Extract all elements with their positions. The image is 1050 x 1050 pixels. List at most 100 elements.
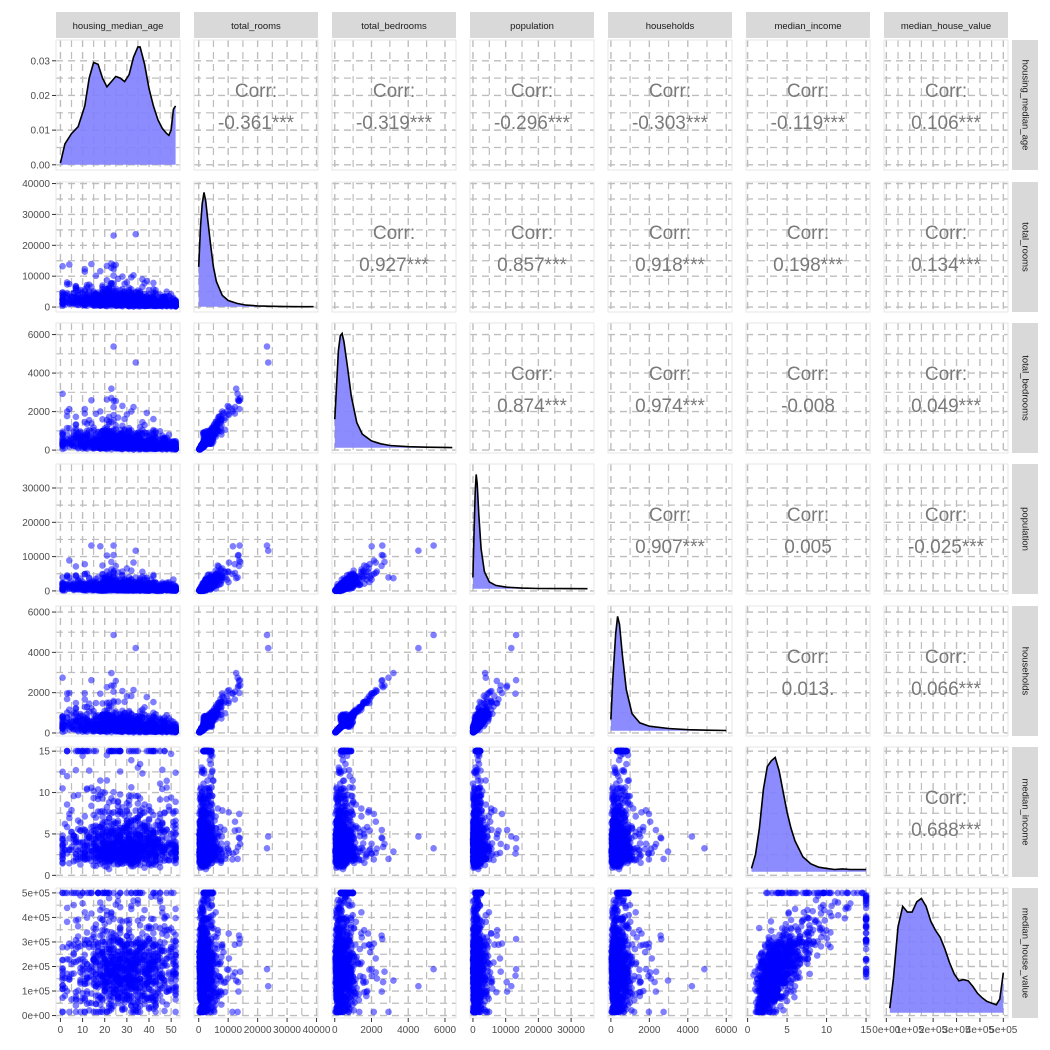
scatter-point [263, 343, 271, 350]
scatter-point [72, 413, 80, 421]
scatter-point [66, 405, 73, 413]
scatter-point [229, 543, 237, 550]
scatter-point [112, 562, 120, 570]
scatter-point [72, 572, 80, 579]
scatter-point [85, 289, 93, 297]
scatter-point [170, 296, 177, 303]
scatter-point [156, 291, 164, 298]
scatter-point [200, 436, 208, 444]
panel-border [55, 39, 181, 171]
panel-3-5 [607, 322, 733, 454]
scatter-point [143, 409, 151, 417]
panel-3-4 [469, 322, 595, 454]
scatter-point [217, 412, 224, 420]
scatter-total_bedrooms-vs-housing_median_age [59, 343, 179, 453]
panel-border [883, 39, 1009, 171]
panel-1-1 [55, 39, 181, 171]
scatter-point [212, 418, 219, 426]
scatter-point [128, 567, 135, 574]
scatter-point [63, 281, 71, 288]
scatter-point [172, 586, 179, 594]
panel-4-1 [55, 463, 181, 595]
scatter-point [132, 547, 139, 554]
scatter-point [63, 572, 71, 580]
panel-1-7 [883, 39, 1009, 171]
panel-2-4 [469, 181, 595, 313]
panel-layer: Corr:-0.361***Corr:-0.319***Corr:-0.296*… [55, 39, 1009, 1019]
panel-border [883, 322, 1009, 454]
scatter-point [225, 410, 232, 418]
scatter-point [204, 427, 212, 435]
scatter-point [70, 432, 77, 439]
density-fill [198, 192, 314, 307]
panel-2-5 [607, 181, 733, 313]
panel-border [469, 39, 595, 171]
panel-2-6 [745, 181, 871, 313]
scatter-point [116, 582, 124, 589]
panel-border [469, 181, 595, 313]
scatter-point [88, 428, 95, 435]
scatter-point [136, 587, 144, 594]
panel-border [55, 181, 181, 313]
scatter-point [99, 562, 106, 569]
scatter-point [103, 552, 111, 559]
panel-border [745, 39, 871, 171]
scatter-point [110, 551, 117, 559]
panel-1-2 [193, 39, 319, 171]
scatter-point [136, 303, 144, 310]
scatter-point [121, 415, 128, 423]
scatter-point [105, 571, 113, 578]
scatter-point [110, 293, 117, 301]
panel-1-5 [607, 39, 733, 171]
panel-border [607, 322, 733, 454]
scatter-point [99, 416, 106, 423]
scatter-point [61, 437, 69, 445]
scatter-point [108, 385, 115, 393]
scatter-point [63, 431, 71, 438]
scatter-point [63, 291, 71, 298]
scatter-point [150, 573, 157, 580]
scatter-point [225, 559, 233, 566]
scatter-point [79, 433, 86, 441]
panel-3-7 [883, 322, 1009, 454]
scatter-point [121, 426, 128, 433]
scatter-point [141, 574, 148, 582]
scatter-point [156, 298, 164, 306]
scatter-point [156, 436, 164, 444]
scatter-point [136, 581, 144, 588]
scatter-point [108, 280, 115, 287]
scatter-point [170, 439, 177, 447]
scatter-point [81, 405, 89, 413]
scatter-point [101, 439, 108, 447]
scatter-point [72, 283, 80, 290]
panel-2-3 [331, 181, 457, 313]
panel-1-6 [745, 39, 871, 171]
panel-3-2 [193, 322, 319, 454]
scatter-point [59, 390, 66, 398]
scatter-point [207, 439, 215, 447]
scatter-point [130, 403, 137, 411]
scatter-point [152, 430, 159, 437]
panel-4-2 [193, 463, 319, 595]
scatter-total_bedrooms-vs-total_rooms [196, 343, 272, 453]
scatter-point [128, 292, 135, 299]
scatter-population-vs-total_rooms [196, 542, 272, 595]
scatter-point [119, 402, 126, 410]
scatter-point [110, 232, 117, 239]
panel-border [331, 181, 457, 313]
scatter-point [97, 543, 104, 550]
scatter-point [163, 288, 170, 296]
scatter-point [163, 579, 170, 587]
scatter-total_rooms-vs-housing_median_age [59, 230, 179, 310]
scatter-point [130, 272, 137, 279]
scatter-point [110, 343, 117, 350]
scatter-point [70, 580, 77, 588]
scatter-point [264, 359, 272, 366]
panel-border [607, 181, 733, 313]
scatter-point [81, 268, 89, 276]
scatter-point [150, 279, 157, 287]
panel-1-3 [331, 39, 457, 171]
scatter-point [85, 436, 93, 444]
scatter-point [130, 559, 137, 566]
